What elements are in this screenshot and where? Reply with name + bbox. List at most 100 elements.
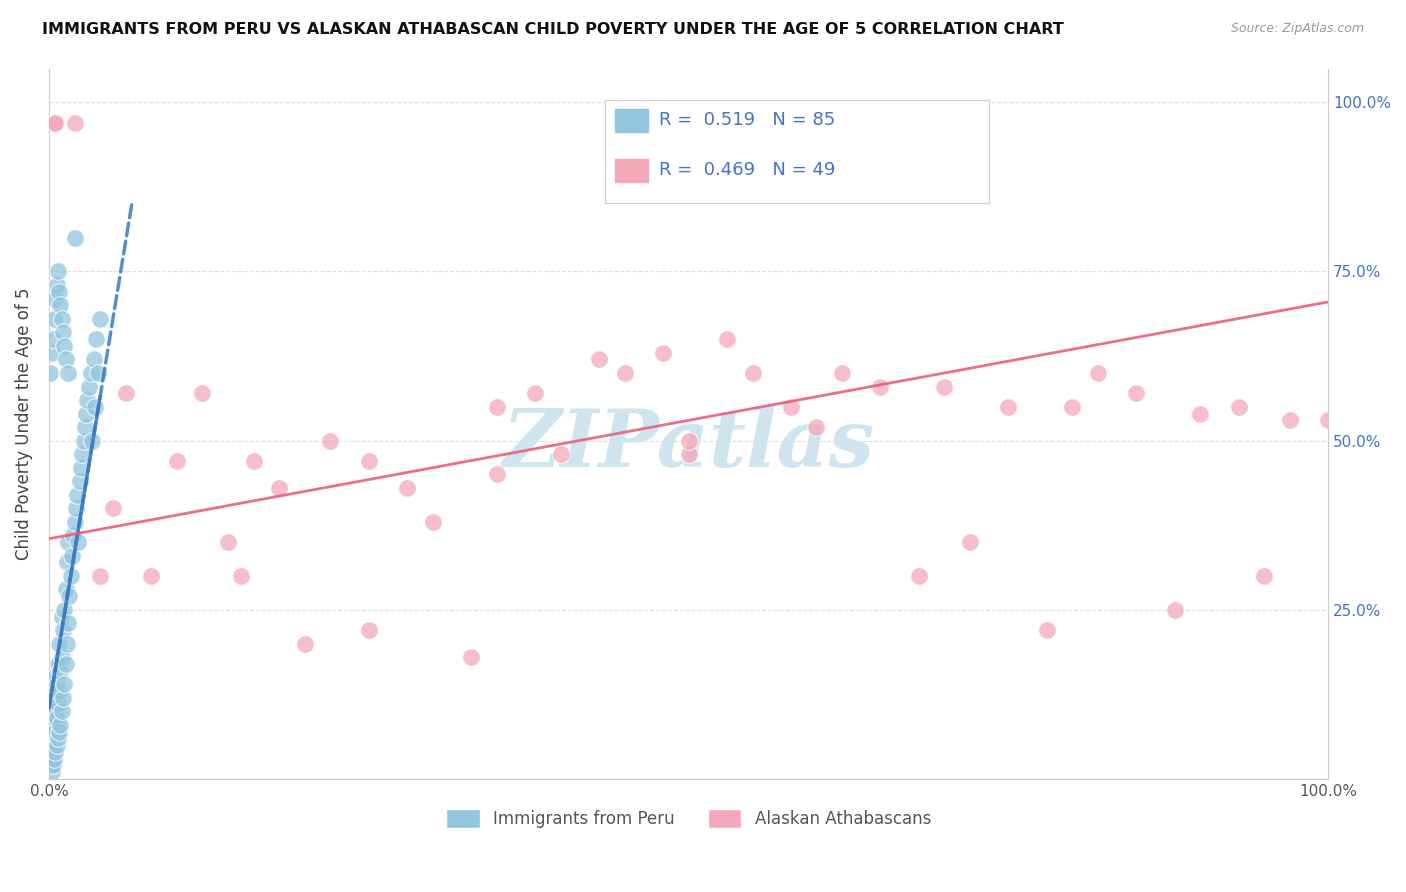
Point bbox=[62, 528, 84, 542]
Point bbox=[396, 481, 419, 495]
Point bbox=[550, 447, 572, 461]
Point bbox=[63, 515, 86, 529]
Point bbox=[86, 366, 108, 380]
Point bbox=[46, 657, 69, 671]
Point bbox=[59, 569, 82, 583]
Point bbox=[63, 230, 86, 244]
Point bbox=[42, 731, 65, 746]
Point bbox=[42, 711, 65, 725]
Point bbox=[357, 454, 380, 468]
Text: IMMIGRANTS FROM PERU VS ALASKAN ATHABASCAN CHILD POVERTY UNDER THE AGE OF 5 CORR: IMMIGRANTS FROM PERU VS ALASKAN ATHABASC… bbox=[42, 22, 1064, 37]
Point bbox=[1062, 400, 1084, 414]
Point bbox=[39, 724, 62, 739]
Point bbox=[52, 326, 75, 340]
FancyBboxPatch shape bbox=[606, 101, 990, 203]
Point bbox=[46, 698, 69, 712]
Point bbox=[41, 731, 63, 746]
Point bbox=[997, 400, 1019, 414]
Point bbox=[76, 392, 98, 407]
Point bbox=[55, 582, 77, 597]
Point bbox=[46, 731, 69, 746]
Point bbox=[63, 115, 86, 129]
Point bbox=[77, 379, 100, 393]
Point bbox=[70, 447, 93, 461]
Point bbox=[907, 569, 929, 583]
Point bbox=[934, 379, 956, 393]
Point bbox=[959, 535, 981, 549]
Point bbox=[41, 345, 63, 359]
Text: R =  0.519   N = 85: R = 0.519 N = 85 bbox=[659, 112, 835, 129]
Point bbox=[83, 352, 105, 367]
Point bbox=[45, 711, 67, 725]
Legend: Immigrants from Peru, Alaskan Athabascans: Immigrants from Peru, Alaskan Athabascan… bbox=[440, 802, 938, 835]
Point bbox=[1163, 603, 1185, 617]
Point bbox=[41, 704, 63, 718]
Point bbox=[89, 569, 111, 583]
Point bbox=[52, 690, 75, 705]
Point bbox=[588, 352, 610, 367]
Point bbox=[42, 738, 65, 752]
Point bbox=[44, 745, 66, 759]
Point bbox=[56, 556, 79, 570]
Point bbox=[70, 460, 93, 475]
Point bbox=[80, 366, 103, 380]
Point bbox=[42, 677, 65, 691]
Point bbox=[242, 454, 264, 468]
Point bbox=[869, 379, 891, 393]
Text: R =  0.469   N = 49: R = 0.469 N = 49 bbox=[659, 161, 835, 179]
Point bbox=[269, 481, 291, 495]
Point bbox=[72, 434, 94, 448]
Point bbox=[39, 751, 62, 765]
Point bbox=[114, 386, 136, 401]
Point bbox=[319, 434, 342, 448]
Point bbox=[48, 724, 70, 739]
Point bbox=[42, 684, 65, 698]
Point bbox=[67, 535, 90, 549]
Point bbox=[84, 400, 107, 414]
Point bbox=[831, 366, 853, 380]
Point bbox=[1253, 569, 1275, 583]
Point bbox=[101, 501, 124, 516]
Point bbox=[53, 339, 76, 353]
Point bbox=[42, 751, 65, 765]
Point bbox=[44, 704, 66, 718]
Point bbox=[52, 623, 75, 637]
Point bbox=[1278, 413, 1301, 427]
Point bbox=[48, 285, 70, 299]
Point bbox=[678, 447, 700, 461]
Point bbox=[89, 311, 111, 326]
Text: Source: ZipAtlas.com: Source: ZipAtlas.com bbox=[1230, 22, 1364, 36]
Point bbox=[42, 332, 65, 346]
Point bbox=[75, 407, 97, 421]
Point bbox=[1189, 407, 1212, 421]
Point bbox=[44, 115, 66, 129]
Y-axis label: Child Poverty Under the Age of 5: Child Poverty Under the Age of 5 bbox=[15, 287, 32, 560]
Point bbox=[1227, 400, 1250, 414]
Point bbox=[191, 386, 214, 401]
Point bbox=[44, 670, 66, 684]
Point bbox=[485, 467, 508, 482]
Point bbox=[422, 515, 444, 529]
Point bbox=[56, 366, 79, 380]
Point bbox=[1035, 623, 1057, 637]
Point bbox=[780, 400, 803, 414]
Point bbox=[42, 758, 65, 772]
Point bbox=[53, 677, 76, 691]
Point bbox=[56, 535, 79, 549]
Point bbox=[46, 264, 69, 278]
Point bbox=[41, 765, 63, 780]
Point bbox=[53, 603, 76, 617]
Point bbox=[524, 386, 547, 401]
Point bbox=[42, 311, 65, 326]
Point bbox=[42, 698, 65, 712]
Point bbox=[58, 589, 80, 603]
Point bbox=[49, 718, 72, 732]
FancyBboxPatch shape bbox=[614, 108, 650, 133]
Point bbox=[1317, 413, 1340, 427]
Point bbox=[39, 366, 62, 380]
Point bbox=[49, 664, 72, 678]
Point bbox=[716, 332, 738, 346]
Point bbox=[49, 298, 72, 312]
Point bbox=[485, 400, 508, 414]
Point bbox=[60, 549, 83, 563]
